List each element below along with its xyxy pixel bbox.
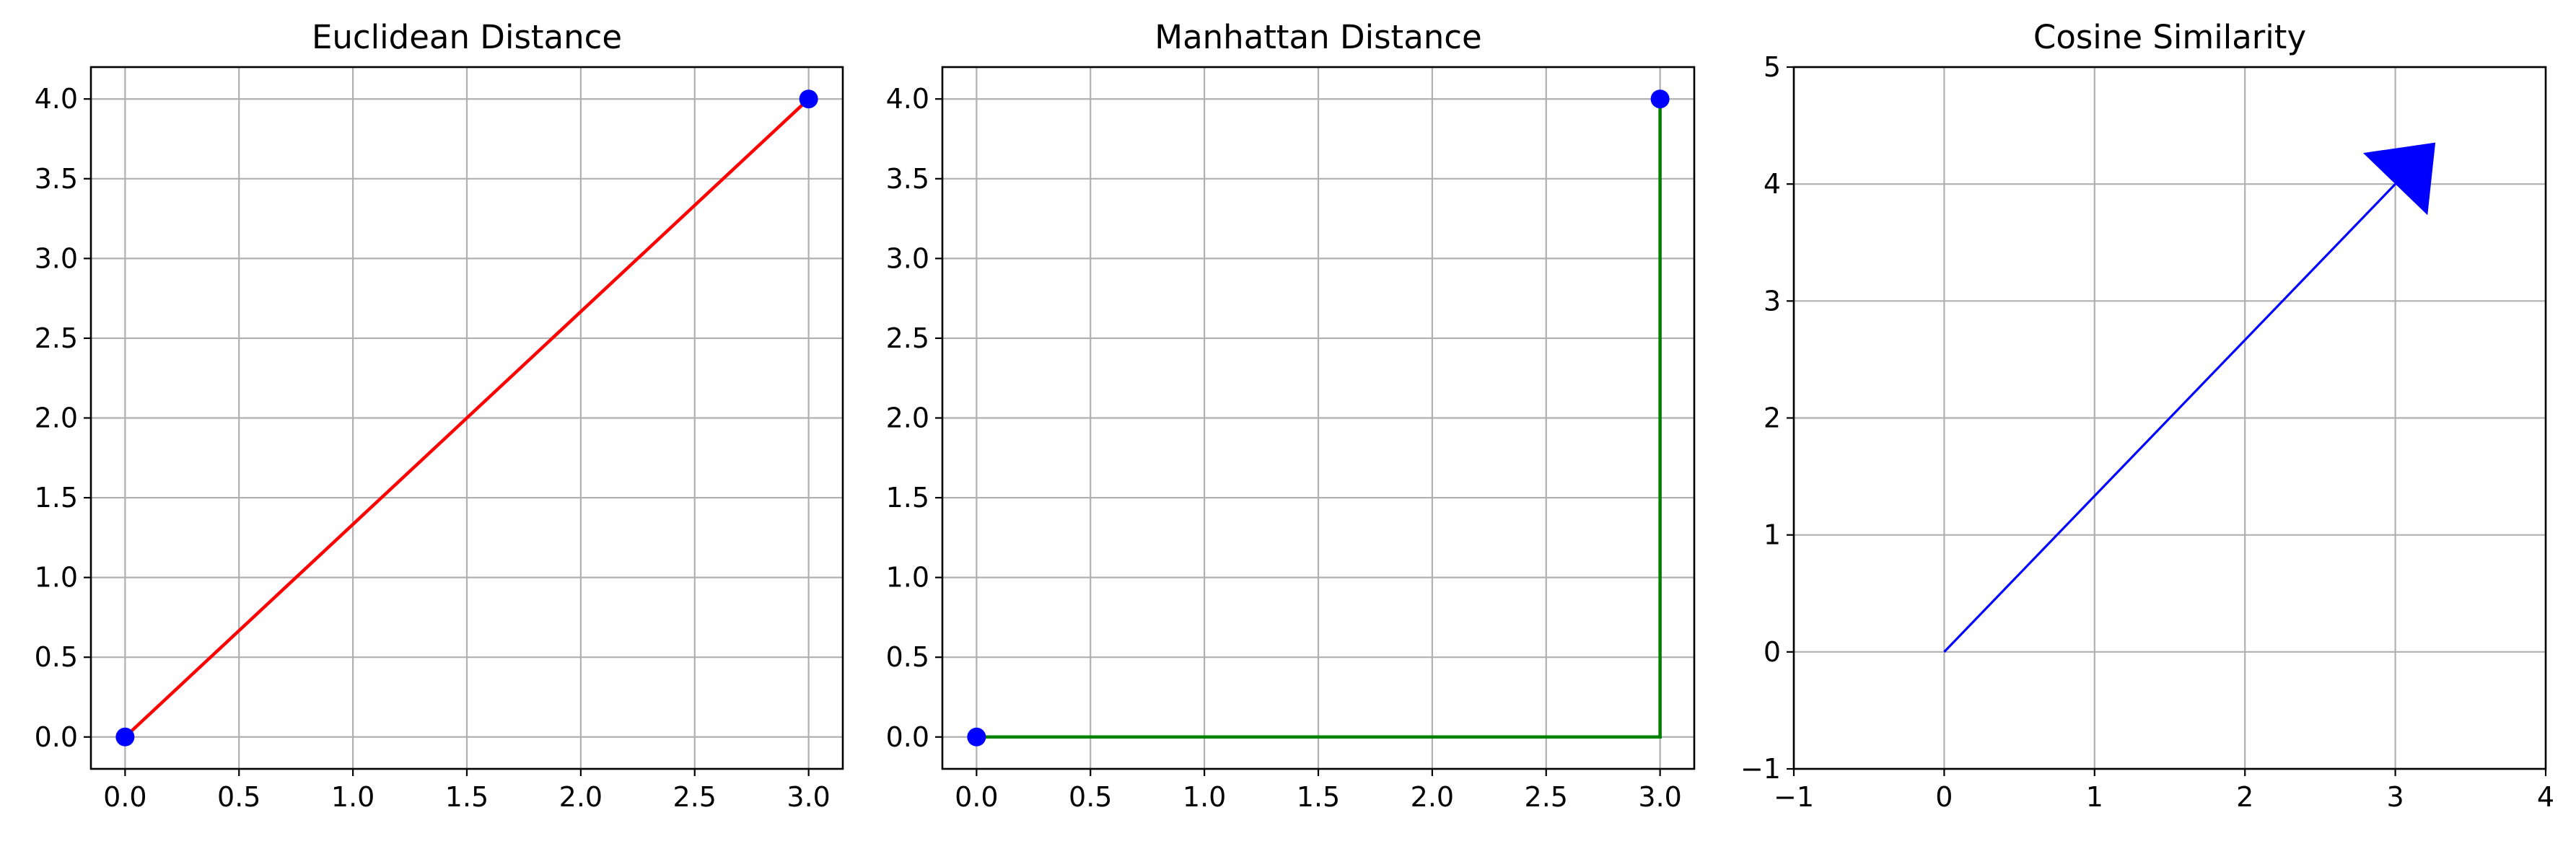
- x-tick-label: 1.5: [1297, 781, 1340, 813]
- y-tick-label: 3.5: [886, 163, 929, 195]
- plot-area: [967, 89, 1670, 747]
- panel-title: Euclidean Distance: [312, 18, 622, 56]
- x-tick-label: 2.5: [673, 781, 717, 813]
- y-tick-label: 5: [1764, 51, 1781, 83]
- y-tick-label: 4.0: [886, 83, 929, 115]
- panel-title: Manhattan Distance: [1155, 18, 1481, 56]
- y-tick-label: −1: [1740, 753, 1781, 785]
- y-tick-label: 1.5: [35, 482, 78, 514]
- y-tick-label: 0: [1764, 636, 1781, 668]
- axes-frame: [89, 66, 844, 770]
- x-tick-label: 2: [2236, 781, 2253, 813]
- y-tick-label: 1: [1764, 519, 1781, 551]
- vector-arrow-shaft: [1943, 183, 2396, 653]
- plot-area: [1943, 142, 2436, 653]
- y-tick-label: 3.0: [35, 242, 78, 274]
- x-tick-label: 3.0: [787, 781, 830, 813]
- x-tick-label: 2.0: [559, 781, 603, 813]
- y-tick-label: 1.5: [886, 482, 929, 514]
- data-point: [115, 727, 135, 747]
- data-point: [1650, 89, 1670, 109]
- x-tick-label: 0.0: [955, 781, 998, 813]
- y-tick-label: 2.5: [35, 322, 78, 354]
- euclidean-distance-panel: Euclidean Distance 0.0 0.5 1.0 1.5 2.0 2.5 3.0…: [35, 18, 844, 813]
- axes-frame: [941, 66, 1696, 770]
- data-point: [967, 727, 986, 747]
- x-tick-label: 3.0: [1638, 781, 1681, 813]
- x-tick-label: 2.5: [1525, 781, 1568, 813]
- y-tick-label: 3.5: [35, 163, 78, 195]
- x-tick-label: 1.5: [445, 781, 489, 813]
- x-tick-label: 3: [2387, 781, 2404, 813]
- manhattan-distance-panel: Manhattan Distance 0.0 0.5 1.0 1.5 2.0 2.5 3.0…: [886, 18, 1696, 813]
- panel-title: Cosine Similarity: [2033, 18, 2306, 56]
- y-tick-label: 0.5: [35, 641, 78, 673]
- y-tick-label: 4: [1764, 168, 1781, 200]
- y-tick-label: 1.0: [886, 562, 929, 594]
- x-tick-label: 1: [2086, 781, 2103, 813]
- y-tick-label: 3: [1764, 285, 1781, 317]
- x-tick-label: −1: [1774, 781, 1814, 813]
- series-line: [123, 97, 811, 739]
- y-tick-label: 2.0: [886, 402, 929, 434]
- data-point: [799, 89, 818, 109]
- x-tick-label: 1.0: [1183, 781, 1226, 813]
- y-tick-label: 1.0: [35, 562, 78, 594]
- y-tick-label: 2: [1764, 402, 1781, 434]
- x-tick-label: 2.0: [1411, 781, 1454, 813]
- y-tick-label: 0.0: [35, 721, 78, 753]
- y-tick-label: 3.0: [886, 242, 929, 274]
- cosine-similarity-panel: Cosine Similarity −1 0 1 2 3 4 −1 0 1 2 3 4 5: [1740, 18, 2554, 813]
- y-tick-label: 0.0: [886, 721, 929, 753]
- vector-arrow-head: [2362, 142, 2436, 216]
- y-tick-label: 2.0: [35, 402, 78, 434]
- y-tick-label: 0.5: [886, 641, 929, 673]
- x-tick-label: 4: [2537, 781, 2554, 813]
- x-tick-label: 0.5: [1069, 781, 1112, 813]
- y-tick-label: 4.0: [35, 83, 78, 115]
- x-tick-label: 1.0: [331, 781, 374, 813]
- plot-area: [115, 89, 818, 747]
- x-tick-label: 0.5: [217, 781, 260, 813]
- y-tick-label: 2.5: [886, 322, 929, 354]
- x-tick-label: 0: [1935, 781, 1953, 813]
- x-tick-label: 0.0: [103, 781, 146, 813]
- axes-frame: [1792, 66, 2547, 770]
